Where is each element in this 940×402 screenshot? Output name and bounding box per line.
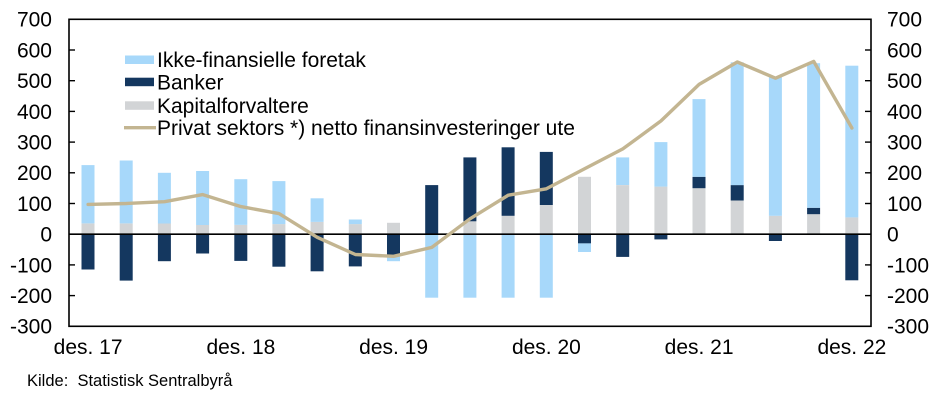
svg-text:Privat sektors *) netto finans: Privat sektors *) netto finansinvesterin… [157,117,575,140]
svg-text:-100: -100 [10,254,52,277]
svg-text:-200: -200 [10,285,52,308]
svg-text:200: 200 [887,162,922,185]
svg-text:300: 300 [887,132,922,155]
svg-text:des. 19: des. 19 [359,336,428,359]
svg-text:-300: -300 [10,316,52,339]
svg-text:300: 300 [17,132,52,155]
svg-text:700: 700 [887,9,922,32]
svg-text:400: 400 [887,101,922,124]
svg-text:600: 600 [887,39,922,62]
svg-text:-200: -200 [887,285,929,308]
svg-text:des. 22: des. 22 [817,336,886,359]
svg-text:Ikke-finansielle foretak: Ikke-finansielle foretak [157,49,366,72]
svg-text:100: 100 [17,193,52,216]
svg-text:Kapitalforvaltere: Kapitalforvaltere [157,95,309,118]
svg-text:700: 700 [17,9,52,32]
svg-text:100: 100 [887,193,922,216]
svg-text:des. 18: des. 18 [206,336,275,359]
svg-text:Banker: Banker [157,71,224,94]
svg-text:0: 0 [40,224,52,247]
svg-text:-300: -300 [887,316,929,339]
svg-text:des. 21: des. 21 [665,336,734,359]
svg-text:des. 20: des. 20 [512,336,581,359]
svg-text:Kilde: Statistisk Sentralbyrå: Kilde: Statistisk Sentralbyrå [27,372,233,390]
svg-text:500: 500 [17,70,52,93]
svg-text:500: 500 [887,70,922,93]
svg-text:600: 600 [17,39,52,62]
svg-text:-100: -100 [887,254,929,277]
svg-text:400: 400 [17,101,52,124]
svg-text:0: 0 [887,224,899,247]
svg-text:des. 17: des. 17 [54,336,123,359]
svg-text:200: 200 [17,162,52,185]
